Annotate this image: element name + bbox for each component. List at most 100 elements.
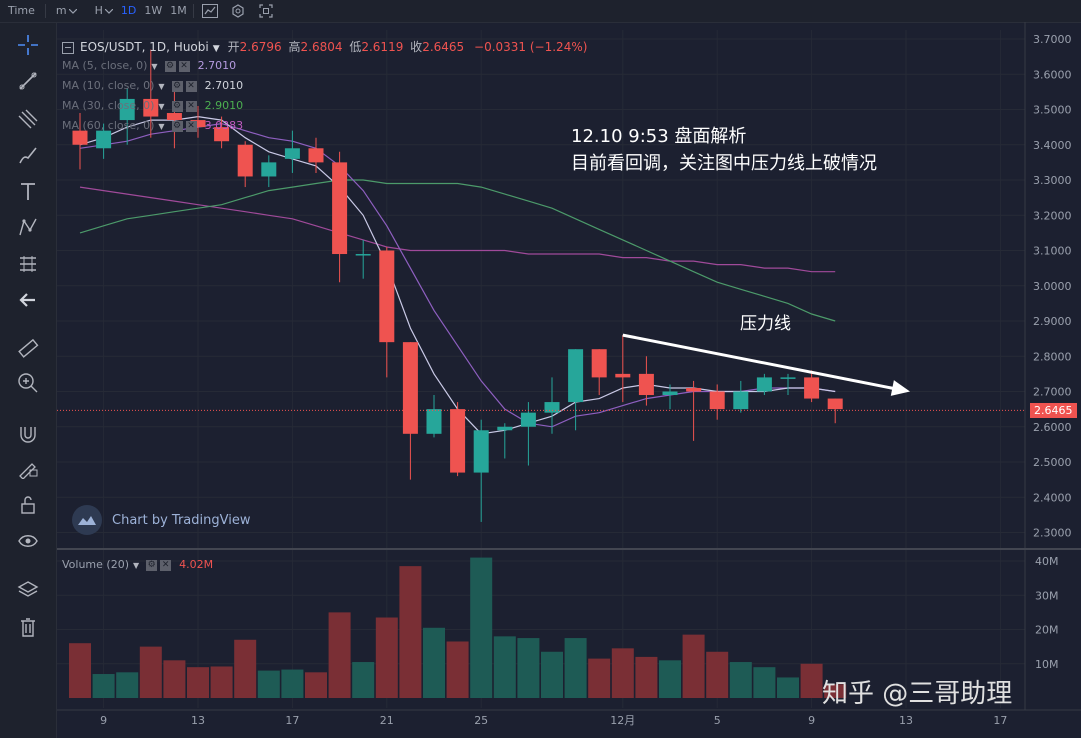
interval-1d[interactable]: 1D [120,4,137,17]
candle-body [355,254,371,256]
chevron-down-icon[interactable]: ▼ [158,102,165,111]
volume-bar [305,672,327,698]
chevron-down-icon[interactable]: ▼ [158,122,165,131]
candle-body [450,409,466,473]
volume-label[interactable]: Volume (20) [62,558,129,571]
candles [72,49,843,522]
low-label: 低 [349,40,362,54]
candle-body [591,349,607,378]
high-value: 2.6804 [300,40,343,54]
time-tick-label: 12月 [610,714,635,727]
trash-icon[interactable] [14,613,42,641]
volume-bar [139,646,162,698]
volume-bar [187,667,209,698]
drawing-toolbar [0,23,57,738]
volume-bar [564,638,587,698]
tradingview-logo-text: Chart by TradingView [112,512,251,528]
ma30-label[interactable]: MA (30, close, 0) [62,99,155,112]
close-icon[interactable]: ✕ [185,120,197,132]
chevron-down-icon[interactable] [68,4,77,18]
ma30-value: 2.9010 [204,99,244,112]
brush-icon[interactable] [14,141,42,169]
eye-icon[interactable] [14,527,42,555]
close-icon[interactable]: ✕ [185,80,197,92]
collapse-icon[interactable] [62,41,74,54]
pressure-arrowhead [890,380,910,396]
price-tick-label: 3.6000 [1033,68,1072,81]
magnet-icon[interactable] [14,420,42,448]
close-icon[interactable]: ✕ [178,60,190,72]
settings-icon[interactable]: ⚙ [164,60,176,72]
screenshot-icon[interactable] [257,4,275,18]
close-icon[interactable]: ✕ [185,100,197,112]
toolbar-divider [192,4,194,18]
candle-body [237,144,253,177]
ma5-label[interactable]: MA (5, close, 0) [62,59,148,72]
settings-icon[interactable]: ⚙ [146,559,158,571]
chevron-down-icon[interactable]: ▼ [151,62,158,71]
volume-tick-label: 20M [1035,624,1059,637]
settings-icon[interactable]: ⚙ [171,100,183,112]
candle-body [520,412,536,427]
chevron-down-icon[interactable]: ▼ [133,561,140,570]
candle-body [143,98,159,117]
back-arrow-icon[interactable] [14,286,42,314]
trend-line-icon[interactable] [14,67,42,95]
chevron-down-icon[interactable]: ▼ [158,82,165,91]
volume-bar [281,669,304,698]
price-tick-label: 2.3000 [1033,527,1072,540]
symbol-name[interactable]: EOS/USDT, 1D, Huobi [80,40,209,54]
settings-icon[interactable] [229,4,247,18]
fib-tool-icon[interactable] [14,105,42,133]
candle-body [308,148,324,163]
prediction-tool-icon[interactable] [14,250,42,278]
ma60-line [79,186,836,273]
chevron-down-icon[interactable]: ▼ [212,44,220,54]
open-label: 开 [227,40,240,54]
toolbar-divider [44,4,46,18]
price-tick-label: 2.4000 [1033,491,1072,504]
unlock-icon[interactable] [14,491,42,519]
pattern-tool-icon[interactable] [14,213,42,241]
last-price-tag: 2.6465 [1030,403,1077,418]
time-menu[interactable]: Time [8,4,35,17]
interval-1w[interactable]: 1W [144,4,163,17]
chart-type-icon[interactable] [201,4,219,18]
cloud-icon [72,505,102,535]
interval-hour[interactable]: H [94,4,103,17]
text-tool-icon[interactable] [14,178,42,206]
tradingview-logo[interactable]: Chart by TradingView [72,505,250,535]
crosshair-icon[interactable] [14,31,42,59]
time-tick-label: 13 [899,714,913,727]
chevron-down-icon[interactable] [104,4,113,18]
interval-1m[interactable]: 1M [170,4,187,17]
time-tick-label: 9 [100,714,107,727]
ma10-label[interactable]: MA (10, close, 0) [62,79,155,92]
ma60-value: 3.0383 [204,119,244,132]
zoom-in-icon[interactable] [14,369,42,397]
time-tick-label: 21 [380,714,394,727]
settings-icon[interactable]: ⚙ [171,80,183,92]
candle-body [756,377,772,392]
lock-drawing-icon[interactable] [14,454,42,482]
price-tick-label: 3.1000 [1033,245,1072,258]
volume-bar [69,643,91,698]
close-icon[interactable]: ✕ [160,559,172,571]
volume-tick-label: 10M [1035,658,1059,671]
ruler-icon[interactable] [14,334,42,362]
settings-icon[interactable]: ⚙ [171,120,183,132]
low-value: 2.6119 [361,40,404,54]
volume-bar [517,638,540,698]
ma60-label[interactable]: MA (60, close, 0) [62,119,155,132]
volume-bar [588,658,611,698]
volume-bar [541,651,563,698]
interval-minute[interactable]: m [55,4,67,17]
volume-bar [470,557,493,698]
layers-icon[interactable] [14,576,42,604]
candle-body [780,377,796,379]
time-tick-label: 25 [474,714,488,727]
volume-bar [234,639,257,698]
price-tick-label: 2.5000 [1033,456,1072,469]
time-tick-label: 13 [191,714,205,727]
